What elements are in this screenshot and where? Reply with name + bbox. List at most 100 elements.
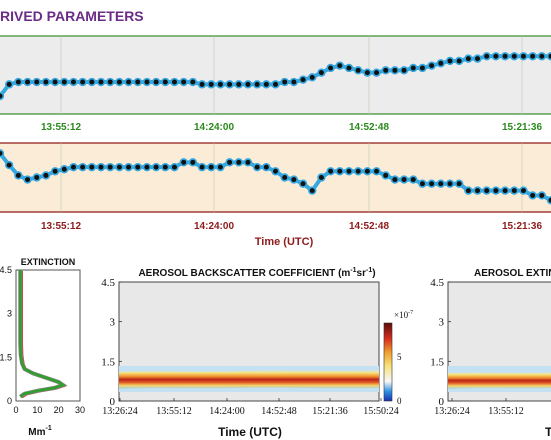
x-tick-label: 15:21:36 [502,122,542,133]
data-point [383,67,389,73]
data-point [484,53,490,59]
data-point [438,181,444,187]
colorbar-tick-zero: 0 [397,396,402,406]
panel-middle-xlabel: Time (UTC) [255,236,314,248]
data-point [98,79,104,85]
data-point [6,162,12,168]
data-point [61,79,67,85]
panel-extinction-partial: AEROSOL EXTIN 0 1.5 3 4.5 13:26:24 13:55:12 T [430,268,551,439]
data-point [401,67,407,73]
data-point [171,164,177,170]
data-point [346,168,352,174]
panel-middle-plot-area [0,143,551,212]
x-tick-label: 14:24:00 [194,221,234,232]
data-point [355,168,361,174]
extinction-plot-area [15,269,81,402]
data-point [548,197,551,203]
panel-top: 13:55:12 14:24:00 14:52:48 15:21:36 [0,35,551,133]
data-point [190,159,196,165]
data-point [245,81,251,87]
data-point [511,53,517,59]
data-point [438,60,444,66]
data-point [116,79,122,85]
data-point [15,172,21,178]
data-point [181,79,187,85]
y-tick-label: 3 [110,317,116,329]
x-tick-label: 14:52:48 [261,406,297,417]
colorbar [383,322,393,402]
data-point [539,192,545,198]
data-point [282,79,288,85]
backscatter-xlabel: Time (UTC) [218,425,282,439]
data-point [263,164,269,170]
data-point [328,65,334,71]
data-point [153,79,159,85]
data-point [318,175,324,180]
data-point [162,79,168,85]
data-point [447,181,453,187]
y-tick-label: 4.5 [101,277,115,289]
data-point [548,53,551,59]
backscatter-title: AEROSOL BACKSCATTER COEFFICIENT (m-1sr-1… [138,267,375,279]
data-point [107,164,113,170]
data-point [70,164,76,170]
x-tick-label: 15:21:36 [312,406,348,417]
data-point [126,164,132,170]
data-point [447,58,453,64]
data-point [328,168,334,174]
y-tick-label: 1.5 [101,356,115,368]
data-point [364,168,370,174]
data-point [484,188,490,194]
data-point [401,177,407,183]
data-point [70,79,76,85]
data-point [273,81,278,87]
x-tick-label: 15:50:24 [363,406,399,417]
x-tick-label: 13:55:12 [156,406,192,417]
data-point [374,168,380,174]
data-point [291,177,297,183]
data-point [217,81,223,87]
x-tick-label: 0 [13,405,18,415]
data-point [410,177,416,183]
profile-green [19,270,66,398]
data-point [236,81,242,87]
extinction-title: EXTINCTION [21,257,76,267]
data-point [475,56,481,62]
y-tick-label: 0 [110,396,116,408]
data-point [126,79,132,85]
data-point [429,181,435,187]
data-point [245,159,251,165]
data-point [227,81,233,87]
data-point [419,181,425,187]
data-point [300,181,306,187]
data-point [208,81,214,87]
data-point [539,53,545,59]
data-point [61,166,67,172]
data-point [410,65,416,71]
data-point [355,67,361,73]
x-tick-label: 13:55:12 [41,122,81,133]
page-title: RIVED PARAMETERS [0,8,144,24]
data-point [89,79,95,85]
data-point [456,181,462,187]
data-point [236,159,242,165]
data-point [199,81,205,87]
y-tick-label: 0 [439,396,445,408]
data-point [43,79,49,85]
x-tick-label: 13:26:24 [434,406,470,417]
data-point [273,168,278,174]
data-point [199,164,205,170]
data-point [530,192,536,198]
data-point [337,168,343,174]
data-point [181,159,187,165]
data-point [392,177,398,183]
data-point [171,79,177,85]
data-point [520,188,526,194]
data-point [0,150,3,156]
data-point [98,164,104,170]
data-point [144,164,150,170]
data-point [475,188,481,194]
y-tick-label: 0 [7,396,12,406]
data-point [135,79,141,85]
x-tick-label: 14:24:00 [209,406,245,417]
